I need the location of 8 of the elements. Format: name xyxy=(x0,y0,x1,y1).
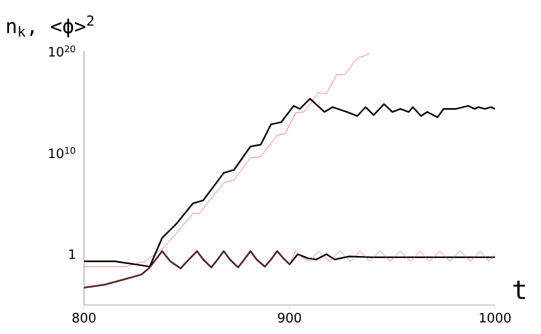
y-tick-label: 10$^{10}$ xyxy=(49,146,76,158)
y-tick-label: 10$^{20}$ xyxy=(49,45,76,57)
y-tick-label: 1 xyxy=(69,249,76,259)
x-tick-label: 900 xyxy=(278,312,301,323)
x-axis-title: t xyxy=(514,280,525,299)
x-tick-label: 1000 xyxy=(480,312,511,323)
x-tick-label: 800 xyxy=(72,312,96,323)
y-axis-title: n$_{k}$, <ϕ>$^{2}$ xyxy=(7,15,94,38)
